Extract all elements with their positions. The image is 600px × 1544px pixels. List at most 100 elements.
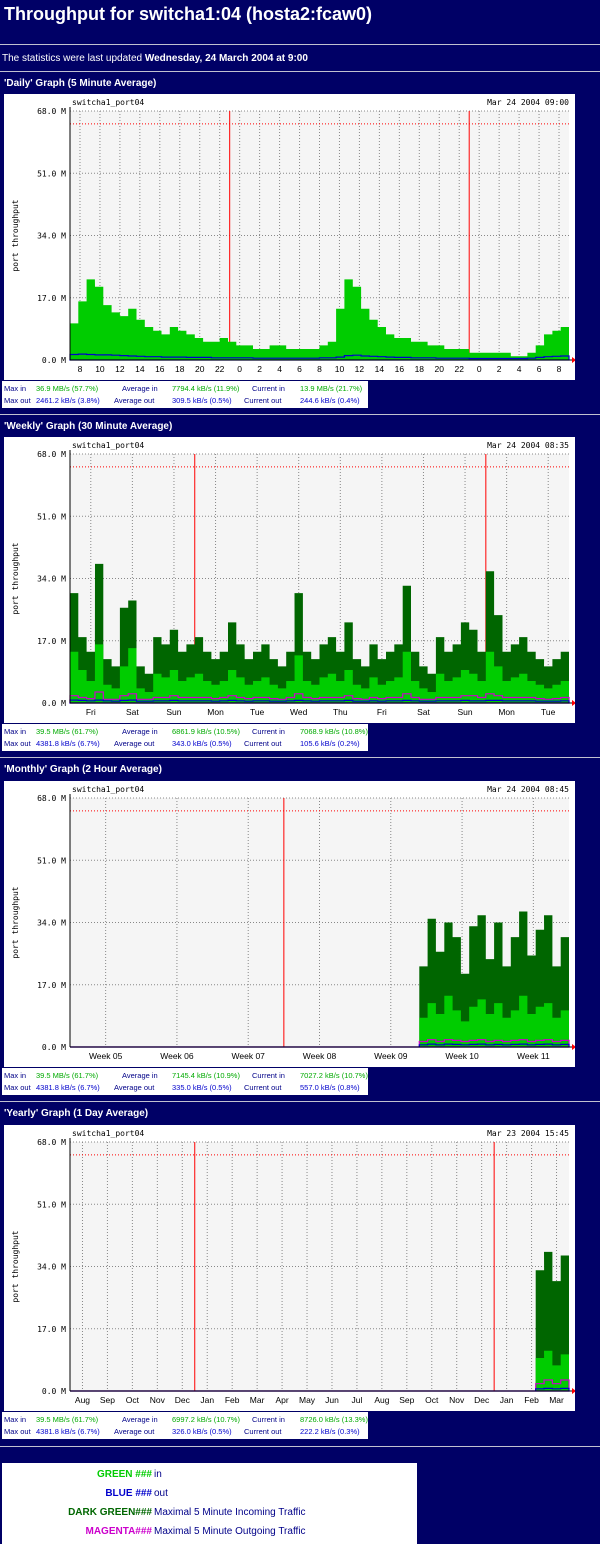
weekly-graph-title: 'Weekly' Graph (30 Minute Average): [4, 421, 173, 432]
cur-in-label: Current in: [252, 1415, 285, 1424]
x-axis-arrow: [572, 357, 575, 363]
x-tick-label: Fri: [377, 707, 387, 717]
max-in-value: 39.5 MB/s (61.7%): [36, 1071, 99, 1080]
legend-row-magenta: MAGENTA### Maximal 5 Minute Outgoing Tra…: [2, 1523, 417, 1541]
legend: GREEN ### in BLUE ### out DARK GREEN### …: [2, 1463, 417, 1544]
series-max-in: [70, 563, 569, 703]
divider: [0, 1101, 600, 1102]
legend-color-name: GREEN ###: [96, 1469, 152, 1480]
plot-timestamp: Mar 23 2004 15:45: [487, 1129, 569, 1138]
x-tick-label: 0: [477, 364, 482, 374]
avg-out-value: 335.0 kB/s (0.5%): [172, 1083, 232, 1092]
avg-in-label: Average in: [122, 1415, 158, 1424]
x-axis-arrow: [572, 1388, 575, 1394]
series-in: [70, 995, 569, 1047]
plot-label: switcha1_port04: [72, 98, 144, 107]
x-tick-label: Week 10: [445, 1051, 479, 1061]
x-tick-label: 8: [78, 364, 83, 374]
legend-desc: Maximal 5 Minute Outgoing Traffic: [154, 1526, 306, 1537]
cur-out-label: Current out: [244, 1427, 282, 1436]
avg-in-label: Average in: [122, 727, 158, 736]
max-in-label: Max in: [4, 727, 27, 736]
x-tick-label: Jul: [351, 1395, 362, 1405]
y-tick-label: 17.0 M: [37, 981, 66, 990]
plot-timestamp: Mar 24 2004 09:00: [487, 98, 569, 107]
x-tick-label: Tue: [541, 707, 556, 717]
y-axis-label: port throughput: [11, 886, 20, 958]
cur-in-value: 7068.9 kB/s (10.8%): [300, 727, 368, 736]
monthly-graph-svg: 0.0 M 17.0 M 34.0 M 51.0 M 68.0 M Week 05 Week…: [4, 781, 575, 1067]
x-tick-label: 8: [317, 364, 322, 374]
max-out-value: 4381.8 kB/s (6.7%): [36, 739, 100, 748]
series-max-out: [69, 691, 570, 704]
max-in-label: Max in: [4, 1415, 27, 1424]
x-tick-label: Mon: [498, 707, 515, 717]
divider: [0, 71, 600, 72]
x-tick-label: Mon: [207, 707, 224, 717]
plot-label: switcha1_port04: [72, 1129, 144, 1138]
max-out-value: 4381.8 kB/s (6.7%): [36, 1427, 100, 1436]
x-tick-label: Sun: [166, 707, 181, 717]
max-out-label: Max out: [4, 396, 31, 405]
x-tick-label: 20: [195, 364, 205, 374]
x-tick-label: 0: [237, 364, 242, 374]
weekly-graph-svg: 0.0 M 17.0 M 34.0 M 51.0 M 68.0 M Fri Sat Sun Mo…: [4, 437, 575, 723]
cur-out-value: 105.6 kB/s (0.2%): [300, 739, 360, 748]
plot-timestamp: Mar 24 2004 08:45: [487, 785, 569, 794]
avg-out-label: Average out: [114, 396, 155, 405]
updated-prefix: The statistics were last updated: [2, 53, 143, 64]
x-axis-arrow: [572, 1044, 575, 1050]
cur-in-value: 8726.0 kB/s (13.3%): [300, 1415, 368, 1424]
legend-desc: out: [154, 1488, 168, 1499]
legend-color-name: MAGENTA###: [85, 1526, 153, 1537]
max-out-label: Max out: [4, 1427, 31, 1436]
x-tick-label: 22: [215, 364, 225, 374]
max-out-value: 2461.2 kB/s (3.8%): [36, 396, 100, 405]
legend-row-dark-green: DARK GREEN### Maximal 5 Minute Incoming …: [2, 1504, 417, 1522]
legend-desc: Maximal 5 Minute Incoming Traffic: [154, 1507, 306, 1518]
x-tick-label: Thu: [333, 707, 348, 717]
x-tick-label: Wed: [290, 707, 308, 717]
divider: [0, 414, 600, 415]
plot-label: switcha1_port04: [72, 441, 144, 450]
x-axis-arrow: [572, 700, 575, 706]
x-tick-label: Dec: [474, 1395, 490, 1405]
x-tick-label: Oct: [126, 1395, 140, 1405]
cur-in-label: Current in: [252, 384, 285, 393]
weekly-graph: 0.0 M 17.0 M 34.0 M 51.0 M 68.0 M Fri Sat Sun Mo…: [4, 437, 575, 723]
x-tick-label: Dec: [175, 1395, 191, 1405]
avg-out-label: Average out: [114, 1083, 155, 1092]
x-tick-label: Week 06: [160, 1051, 194, 1061]
monthly-graph-title: 'Monthly' Graph (2 Hour Average): [4, 764, 162, 775]
cur-in-label: Current in: [252, 1071, 285, 1080]
yearly-graph: 0.0 M 17.0 M 34.0 M 51.0 M 68.0 M Aug Sep Oct No…: [4, 1125, 575, 1411]
y-tick-label: 51.0 M: [37, 1200, 66, 1209]
last-updated: The statistics were last updated Wednesd…: [2, 53, 308, 64]
yearly-stats: Max in 39.5 MB/s (61.7%) Average in 6997…: [2, 1412, 368, 1439]
x-tick-label: Sat: [126, 707, 139, 717]
plot-label: switcha1_port04: [72, 785, 144, 794]
x-tick-label: 18: [415, 364, 425, 374]
x-tick-label: 6: [537, 364, 542, 374]
plot-timestamp: Mar 24 2004 08:35: [487, 441, 569, 450]
x-tick-label: Mar: [250, 1395, 265, 1405]
x-tick-label: Fri: [86, 707, 96, 717]
cur-out-value: 222.2 kB/s (0.3%): [300, 1427, 360, 1436]
x-tick-label: 16: [395, 364, 405, 374]
y-tick-label: 17.0 M: [37, 637, 66, 646]
y-tick-label: 0.0 M: [42, 356, 66, 365]
avg-in-label: Average in: [122, 384, 158, 393]
updated-value: Wednesday, 24 March 2004 at 9:00: [144, 53, 308, 64]
monthly-graph: 0.0 M 17.0 M 34.0 M 51.0 M 68.0 M Week 05 Week…: [4, 781, 575, 1067]
x-tick-label: Aug: [75, 1395, 90, 1405]
max-out-label: Max out: [4, 1083, 31, 1092]
max-out-value: 4381.8 kB/s (6.7%): [36, 1083, 100, 1092]
y-tick-label: 68.0 M: [37, 794, 66, 803]
x-tick-label: Jun: [325, 1395, 339, 1405]
page-title: Throughput for switcha1:04 (hosta2:fcaw0…: [4, 4, 373, 24]
max-in-value: 39.5 MB/s (61.7%): [36, 727, 99, 736]
x-tick-label: Week 08: [303, 1051, 337, 1061]
legend-row-green: GREEN ### in: [2, 1466, 417, 1484]
x-tick-label: May: [299, 1395, 316, 1405]
avg-out-value: 343.0 kB/s (0.5%): [172, 739, 232, 748]
